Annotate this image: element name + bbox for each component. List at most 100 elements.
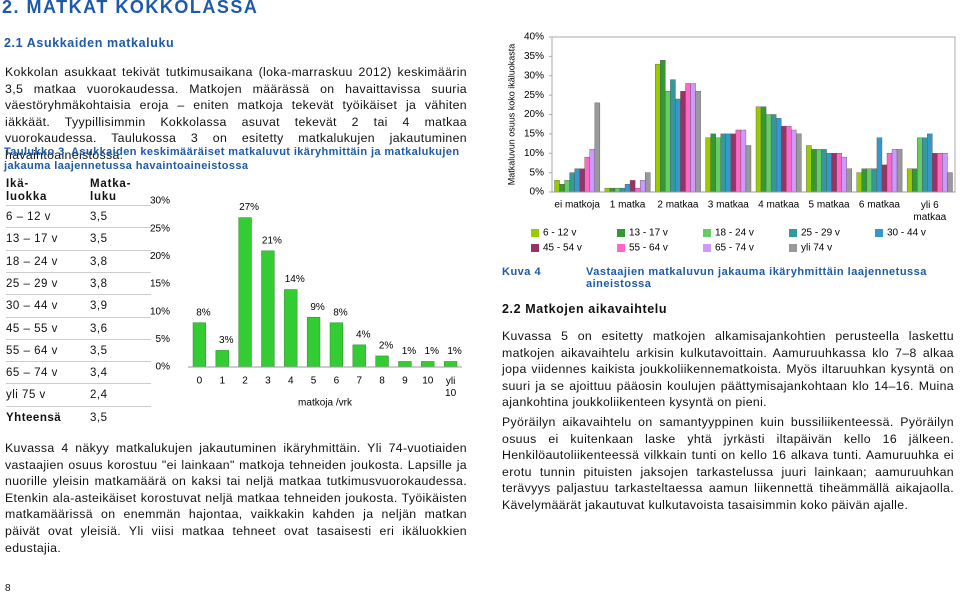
x-tick-label: ei matkoja (554, 200, 600, 211)
bar (896, 149, 903, 193)
bar (604, 187, 611, 193)
bar (816, 149, 822, 193)
bar (811, 149, 817, 193)
bar (306, 316, 321, 368)
table-cell: 3,5 (90, 344, 108, 357)
x-tick-label: yli 10 (445, 376, 457, 399)
bar (871, 168, 878, 193)
bar (261, 250, 275, 368)
legend-label: 65 - 74 v (715, 243, 754, 254)
bar (594, 102, 601, 193)
x-axis-label: matkoja /vrk (298, 398, 353, 409)
legend-label: 45 - 54 v (543, 243, 582, 254)
x-tick-label: 3 matkaa (708, 200, 750, 211)
heading: 2. MATKAT KOKKOLASSA (2, 0, 259, 17)
bar (614, 187, 621, 193)
y-tick-label: 5% (530, 167, 545, 178)
bar (735, 129, 742, 193)
bar (846, 168, 852, 193)
table-header: Ikä-luokka (6, 178, 47, 204)
table: Ikä-luokka Matka-luku 6 – 12 v 3,5 13 – 17… (6, 178, 151, 428)
chart: 0% 5% 10% 15% 20% 25% 30% 0 1 2 3 4 5 6 7 8 9 10 yli 10 8% 3%… (150, 196, 462, 409)
table-cell: 3,6 (90, 322, 108, 335)
legend-label: 6 - 12 v (543, 228, 576, 239)
y-tick-label: 35% (524, 51, 544, 62)
legend-label: 30 - 44 v (887, 228, 926, 239)
bar (891, 149, 898, 193)
bar (670, 79, 676, 193)
legend-swatch (789, 244, 797, 252)
header-cell: Matka- (90, 178, 132, 190)
bar (629, 180, 636, 193)
bar (947, 172, 953, 193)
x-tick-label: 4 (288, 376, 294, 387)
x-tick-label: yli 6 matkaa (913, 200, 946, 223)
table-row: 6 – 12 v 3,5 (6, 205, 151, 229)
x-tick-label: 10 (422, 376, 434, 387)
bar (861, 168, 868, 193)
paragraph: Kuvassa 5 on esitetty matkojen alkamisaj… (502, 329, 954, 410)
bar (329, 322, 344, 368)
bar (695, 91, 701, 193)
paragraph: Kokkolan asukkaat tekivät tutkimusaikana… (5, 65, 467, 162)
bar (775, 118, 782, 193)
table-cell: 13 – 17 v (6, 233, 58, 246)
table-row: 65 – 74 v 3,4 (6, 361, 151, 385)
table-cell: 3,4 (90, 367, 108, 380)
bar (554, 180, 560, 193)
table-cell: 3,8 (90, 255, 108, 268)
bar (942, 153, 948, 193)
data-label: 14% (285, 274, 305, 285)
table-cell: 2,4 (90, 389, 108, 402)
bar (856, 172, 863, 193)
table-row: 25 – 29 v 3,8 (6, 271, 151, 296)
data-label: 2% (379, 341, 394, 352)
figure-label: Kuva 4 (502, 266, 542, 278)
bar (786, 125, 792, 193)
legend-label: 55 - 64 v (629, 243, 668, 254)
header-cell: Ikä- (6, 178, 30, 190)
table-cell: 55 – 64 v (6, 344, 58, 357)
paragraph: Kuvassa 4 näkyy matkalukujen jakautumine… (5, 441, 467, 555)
bar (705, 137, 711, 193)
legend-label: 25 - 29 v (801, 228, 840, 239)
bar (685, 83, 691, 193)
bar (937, 153, 943, 193)
data-label: 1% (425, 346, 440, 357)
y-tick-label: 10% (150, 306, 170, 317)
page-number: 8 (5, 583, 11, 594)
x-tick-label: 7 (356, 376, 362, 387)
bar (932, 153, 938, 193)
bar (584, 156, 590, 193)
x-tick-label: 8 (379, 376, 385, 387)
bar (881, 164, 888, 193)
bar (375, 355, 389, 368)
bar (639, 180, 646, 193)
bar (559, 184, 565, 193)
legend-label: 18 - 24 v (715, 228, 754, 239)
chart: 0% 5% 10% 15% 20% 25% 30% 35% 40% ei matkoja 1 mat… (506, 32, 956, 254)
bar (564, 180, 570, 193)
bar (655, 63, 661, 193)
bar (215, 350, 229, 368)
legend-swatch (617, 244, 625, 252)
bar (352, 344, 366, 368)
table-cell: 65 – 74 v (6, 367, 58, 380)
y-tick-label: 25% (524, 90, 544, 101)
legend-swatch (875, 229, 883, 237)
bar (826, 153, 832, 193)
bar (579, 168, 585, 193)
bar (725, 133, 732, 193)
x-tick-label: 3 (265, 376, 271, 387)
bar (238, 217, 252, 368)
bar (675, 98, 681, 193)
y-tick-label: 30% (150, 196, 170, 207)
bar (574, 168, 580, 193)
x-tick-label: 1 (219, 376, 225, 387)
bar (831, 153, 837, 193)
bar (796, 133, 802, 193)
bar (765, 114, 772, 193)
bar (876, 137, 883, 193)
figure-caption: Vastaajien matkaluvun jakauma ikäryhmitt… (586, 266, 927, 290)
x-tick-label: 6 (334, 376, 340, 387)
